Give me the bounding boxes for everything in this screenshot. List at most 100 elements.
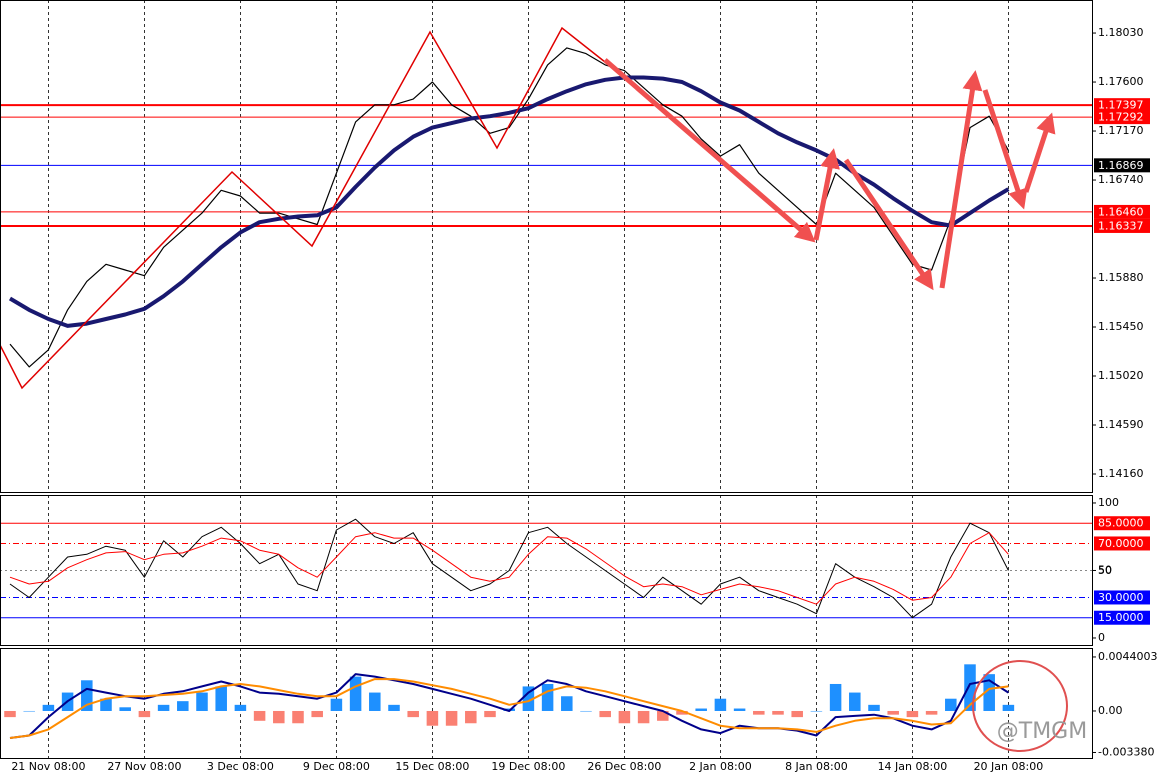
y-tick-label: 100 xyxy=(1098,496,1119,509)
y-tick-label: 1.17170 xyxy=(1098,124,1144,137)
level-label-box xyxy=(1094,516,1150,531)
arrows xyxy=(603,58,1056,291)
histogram-bar xyxy=(541,683,554,711)
histogram-bar xyxy=(196,692,208,711)
histogram-bar xyxy=(753,710,765,715)
x-tick-label: 3 Dec 08:00 xyxy=(207,760,274,773)
level-label-box xyxy=(1094,98,1150,113)
arrow xyxy=(603,58,816,243)
oscillator-frame xyxy=(0,495,1093,646)
histogram-bar xyxy=(369,692,381,711)
histogram-bar xyxy=(887,710,899,715)
histogram-bar xyxy=(234,704,247,711)
level-label-box xyxy=(1094,610,1150,625)
arrow xyxy=(939,70,983,289)
histogram-bar xyxy=(733,708,746,711)
histogram-bar xyxy=(388,704,400,711)
series-line xyxy=(9,532,1009,605)
series-line xyxy=(9,678,1009,739)
histogram-bar xyxy=(100,698,112,711)
histogram-bar xyxy=(484,710,496,718)
series-line xyxy=(8,75,1010,328)
histogram-bar xyxy=(791,710,803,718)
x-tick-label: 14 Jan 08:00 xyxy=(878,760,948,773)
level-label: 70.0000 xyxy=(1098,537,1144,550)
price-frame xyxy=(0,0,1093,493)
histogram-bar xyxy=(273,710,285,724)
level-label: 1.16869 xyxy=(1098,159,1144,172)
histogram-bar xyxy=(157,704,170,711)
level-label-box xyxy=(1094,110,1150,125)
series-line xyxy=(9,673,1009,739)
histogram-bar xyxy=(407,710,419,718)
x-tick-label: 2 Jan 08:00 xyxy=(689,760,752,773)
x-tick-label: 21 Nov 08:00 xyxy=(11,760,85,773)
histogram-bar xyxy=(119,707,131,711)
level-label: 85.0000 xyxy=(1098,517,1144,530)
x-tick-label: 9 Dec 08:00 xyxy=(303,760,370,773)
histogram-bar xyxy=(1002,704,1015,711)
histogram-bar xyxy=(330,698,343,711)
level-label: 1.16337 xyxy=(1098,219,1144,232)
arrow xyxy=(843,158,934,291)
series-line xyxy=(9,518,1009,619)
histogram-bar xyxy=(964,664,976,711)
histogram-bar xyxy=(426,710,439,726)
level-label-box xyxy=(1094,204,1150,219)
annotations xyxy=(0,26,1068,752)
level-label: 1.17292 xyxy=(1098,111,1144,124)
histogram-bar xyxy=(983,674,995,711)
y-tick-label: 1.14590 xyxy=(1098,418,1144,431)
histogram-bar xyxy=(561,696,573,711)
histogram-bar xyxy=(868,704,880,711)
histogram-bar xyxy=(177,701,189,711)
level-label-box xyxy=(1094,218,1150,233)
series-line xyxy=(9,47,1009,368)
x-tick-label: 26 Dec 08:00 xyxy=(587,760,661,773)
histogram-bar xyxy=(810,710,823,712)
y-tick-label: 0.0044003 xyxy=(1098,650,1158,663)
histogram-bar xyxy=(925,710,938,715)
y-tick-label: 50 xyxy=(1098,563,1112,576)
level-label-box xyxy=(1094,536,1150,551)
x-tick-label: 15 Dec 08:00 xyxy=(395,760,469,773)
histogram-bar xyxy=(349,676,362,711)
y-tick-label: 1.14160 xyxy=(1098,467,1144,480)
histogram-bar xyxy=(676,710,688,715)
highlight-circle xyxy=(972,660,1068,752)
histogram-bar xyxy=(772,710,784,715)
x-tick-label: 27 Nov 08:00 xyxy=(107,760,181,773)
y-tick-label: -0.003380 xyxy=(1098,745,1154,758)
histogram-bar xyxy=(522,686,535,711)
arrow xyxy=(982,89,1028,210)
y-tick-label: 1.18030 xyxy=(1098,26,1144,39)
y-tick-label: 1.15020 xyxy=(1098,369,1144,382)
x-tick-label: 8 Jan 08:00 xyxy=(785,760,848,773)
y-tick-label: 1.15880 xyxy=(1098,271,1144,284)
histogram-bar xyxy=(292,710,304,724)
histogram-bar xyxy=(695,708,707,711)
histogram-bar xyxy=(637,710,650,724)
histogram-bar xyxy=(81,680,93,711)
histogram-bar xyxy=(906,710,919,718)
plot-background xyxy=(0,0,1092,758)
histogram-bar xyxy=(23,710,35,712)
histogram-bar xyxy=(42,704,55,711)
histogram-bar xyxy=(138,710,151,718)
histogram-bar xyxy=(829,683,842,711)
level-label: 1.17397 xyxy=(1098,99,1144,112)
zigzag xyxy=(0,26,606,390)
arrow xyxy=(1023,112,1056,193)
histogram-bar xyxy=(465,710,477,724)
histogram-bar xyxy=(215,686,227,711)
histogram-bar xyxy=(618,710,631,724)
histogram-bar xyxy=(599,710,611,718)
histogram-bar xyxy=(849,692,861,711)
histogram-bar xyxy=(657,710,669,721)
frames xyxy=(0,0,1093,759)
level-label-box xyxy=(1094,590,1150,605)
y-tick-label: 0.00 xyxy=(1098,704,1123,717)
